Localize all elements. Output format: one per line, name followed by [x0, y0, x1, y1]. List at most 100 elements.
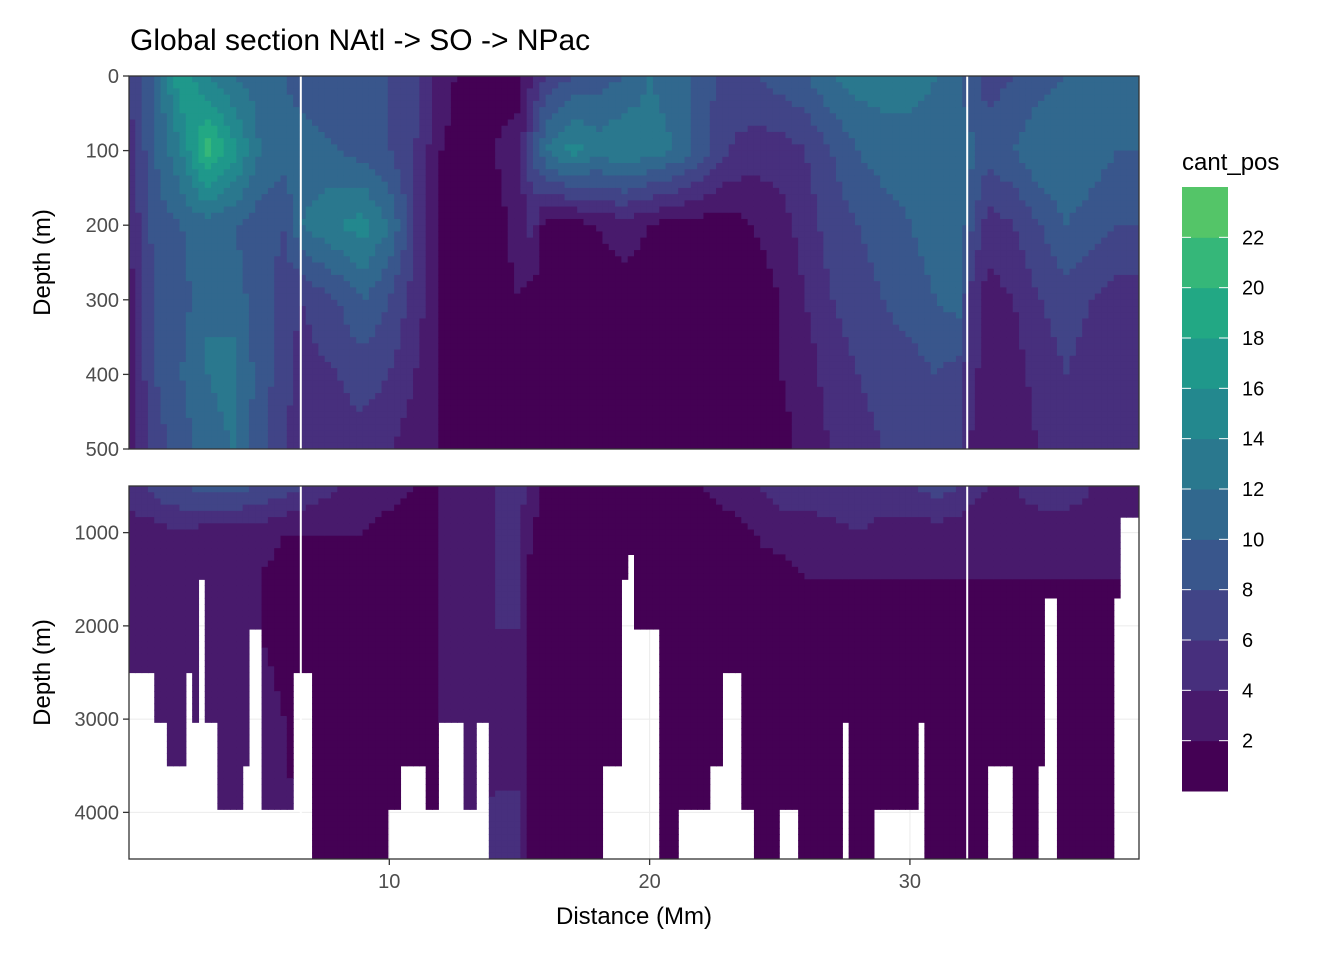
contour-cell	[261, 144, 269, 152]
contour-cell	[337, 94, 345, 102]
contour-cell	[267, 206, 275, 214]
contour-cell	[204, 299, 212, 307]
contour-cell	[280, 299, 288, 307]
contour-cell	[476, 175, 484, 183]
contour-cell	[558, 349, 566, 357]
contour-cell	[463, 144, 471, 152]
contour-cell	[432, 256, 439, 264]
contour-cell	[608, 175, 616, 183]
contour-cell	[154, 355, 162, 363]
contour-cell	[318, 175, 326, 183]
contour-cell	[501, 138, 509, 145]
contour-cell	[482, 393, 490, 400]
contour-cell	[615, 206, 622, 214]
contour-cell	[438, 181, 446, 189]
contour-cell	[160, 194, 168, 201]
contour-cell	[375, 187, 383, 195]
contour-cell	[261, 100, 269, 108]
contour-cell	[589, 212, 597, 220]
contour-cell	[274, 337, 282, 344]
contour-cell	[387, 399, 395, 407]
contour-cell	[621, 361, 629, 369]
contour-cell	[255, 299, 263, 307]
contour-cell	[129, 386, 136, 394]
contour-cell	[318, 442, 326, 449]
contour-cell	[192, 380, 200, 388]
contour-cell	[551, 417, 559, 425]
contour-cell	[457, 100, 465, 108]
contour-cell	[469, 343, 477, 351]
contour-cell	[450, 399, 458, 407]
contour-cell	[450, 262, 458, 270]
contour-cell	[242, 380, 250, 388]
contour-cell	[488, 181, 496, 189]
contour-cell	[596, 312, 604, 320]
contour-cell	[230, 287, 237, 295]
contour-cell	[533, 361, 540, 369]
contour-cell	[400, 237, 408, 245]
contour-cell	[236, 306, 244, 313]
contour-cell	[368, 225, 376, 233]
contour-cell	[381, 424, 389, 431]
contour-cell	[570, 82, 578, 90]
contour-cell	[596, 181, 604, 189]
contour-cell	[507, 312, 515, 320]
contour-cell	[217, 424, 225, 431]
contour-cell	[248, 399, 256, 407]
contour-cell	[551, 361, 559, 369]
contour-cell	[476, 293, 484, 301]
contour-cell	[400, 442, 408, 449]
contour-cell	[147, 343, 155, 351]
contour-cell	[362, 293, 370, 301]
contour-cell	[627, 94, 635, 102]
contour-cell	[375, 374, 383, 382]
contour-cell	[280, 355, 288, 363]
contour-cell	[602, 281, 610, 288]
contour-cell	[413, 243, 420, 251]
contour-cell	[615, 399, 622, 407]
contour-cell	[564, 125, 572, 133]
contour-cell	[394, 150, 402, 158]
contour-cell	[236, 411, 244, 419]
contour-cell	[387, 306, 395, 313]
contour-cell	[248, 349, 256, 357]
contour-cell	[242, 417, 250, 425]
contour-cell	[141, 175, 149, 183]
contour-cell	[589, 355, 597, 363]
contour-cell	[646, 231, 654, 239]
contour-cell	[255, 187, 263, 195]
contour-cell	[482, 287, 490, 295]
contour-cell	[469, 430, 477, 438]
contour-cell	[488, 424, 496, 431]
contour-cell	[179, 237, 187, 245]
contour-cell	[147, 393, 155, 400]
contour-cell	[217, 337, 225, 344]
contour-cell	[362, 125, 370, 133]
contour-cell	[230, 163, 237, 170]
contour-cell	[596, 380, 604, 388]
contour-cell	[520, 237, 528, 245]
contour-cell	[577, 405, 585, 413]
contour-cell	[230, 368, 237, 375]
contour-cell	[248, 430, 256, 438]
contour-cell	[450, 337, 458, 344]
contour-cell	[621, 113, 629, 121]
contour-cell	[495, 206, 503, 214]
contour-cell	[305, 436, 313, 444]
contour-cell	[223, 330, 231, 338]
contour-cell	[406, 113, 414, 121]
contour-cell	[438, 306, 446, 313]
contour-cell	[570, 380, 578, 388]
contour-cell	[280, 337, 288, 344]
contour-cell	[179, 268, 187, 276]
contour-cell	[608, 163, 616, 170]
contour-cell	[179, 312, 187, 320]
contour-cell	[274, 119, 282, 127]
contour-cell	[312, 318, 319, 326]
contour-cell	[274, 355, 282, 363]
contour-cell	[482, 194, 490, 201]
contour-cell	[305, 399, 313, 407]
contour-cell	[173, 131, 181, 139]
contour-cell	[476, 88, 484, 96]
contour-cell	[154, 150, 162, 158]
